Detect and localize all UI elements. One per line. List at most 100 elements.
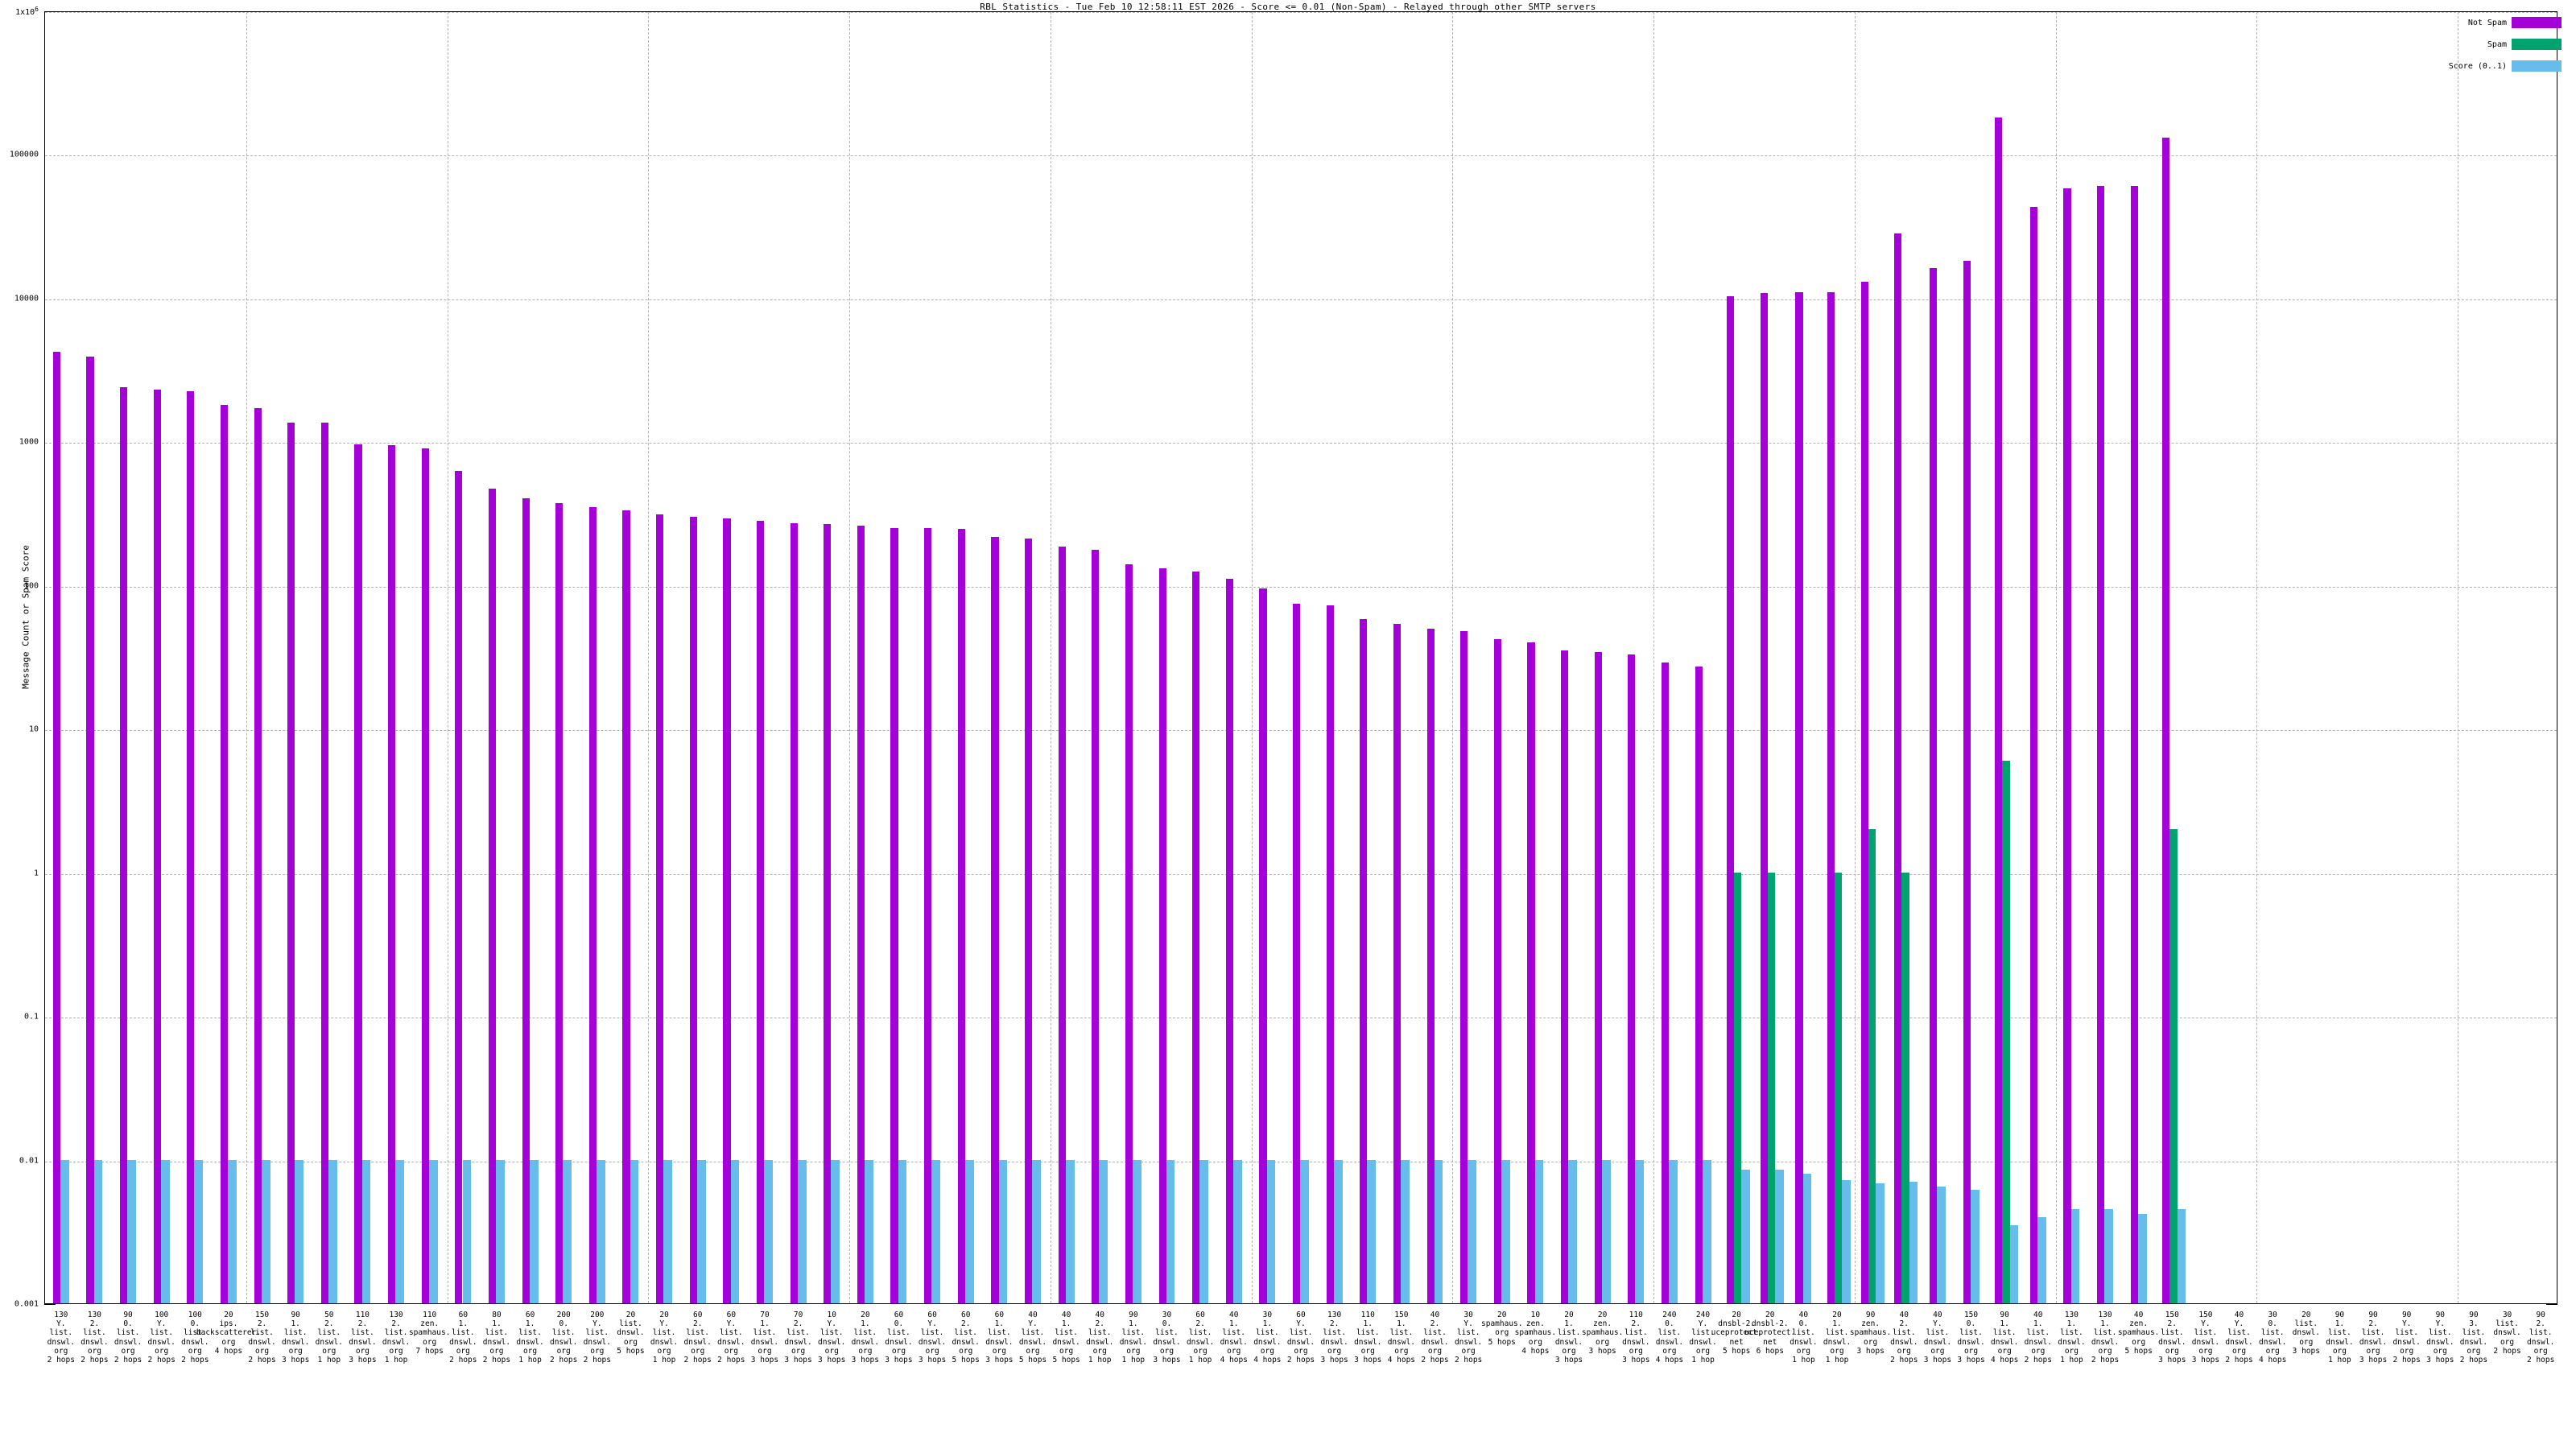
bar-score	[1166, 1159, 1175, 1303]
y-axis-tick	[44, 1304, 56, 1305]
x-axis-tick-label: 20 list. dnswl. org 5 hops	[617, 1311, 645, 1356]
x-axis-tick-label: 90 Y. list. dnswl. org 3 hops	[2426, 1311, 2454, 1365]
bar-not-spam	[1393, 623, 1402, 1303]
bar-score	[1133, 1159, 1141, 1303]
gridline-horizontal	[45, 299, 2557, 300]
bar-not-spam	[1827, 291, 1835, 1303]
bar-score	[1300, 1159, 1309, 1303]
x-axis-tick-label: 150 2. list. dnswl. org 3 hops	[2158, 1311, 2186, 1365]
bar-score	[1937, 1186, 1946, 1303]
bar-score	[1909, 1182, 1918, 1303]
gridline-vertical	[1251, 12, 1253, 1303]
x-axis-tick-label: 20 1. list. dnswl. org 3 hops	[851, 1311, 880, 1365]
x-axis-tick-label: 110 1. list. dnswl. org 3 hops	[1354, 1311, 1382, 1365]
bar-not-spam	[689, 516, 697, 1303]
y-axis-tick-label: 100	[23, 581, 39, 591]
y-axis-tick-label: 10000	[14, 294, 39, 303]
gridline-vertical	[648, 12, 650, 1303]
x-axis-tick-label: 80 1. list. dnswl. org 2 hops	[482, 1311, 511, 1365]
gridline-horizontal	[45, 730, 2557, 732]
bar-not-spam	[1963, 261, 1971, 1303]
bar-not-spam	[2029, 206, 2037, 1303]
bar-not-spam	[924, 528, 932, 1303]
bar-score	[797, 1159, 807, 1303]
bar-score	[1434, 1159, 1443, 1303]
x-axis-tick-label: 20 dnsbl-2. uceprotect. net 6 hops	[1744, 1311, 1796, 1356]
x-axis-tick-label: 30 0. list. dnswl. org 4 hops	[2259, 1311, 2287, 1365]
bar-not-spam	[1929, 268, 1938, 1303]
x-axis-tick-label: 30 list. dnswl. org 2 hops	[2493, 1311, 2521, 1356]
bar-score	[328, 1159, 337, 1303]
bar-score	[1970, 1189, 1979, 1303]
x-axis-tick-label: 40 Y. list. dnswl. org 5 hops	[1018, 1311, 1047, 1365]
legend-label: Score (0..1)	[2448, 61, 2507, 71]
bar-not-spam	[254, 408, 262, 1303]
bar-score	[60, 1159, 69, 1303]
bar-score	[1032, 1159, 1041, 1303]
legend-entry: Not Spam	[2449, 14, 2562, 31]
x-axis-tick-label: 20 list. dnswl. org 3 hops	[2292, 1311, 2320, 1356]
x-axis-tick-label: 110 2. list. dnswl. org 3 hops	[1622, 1311, 1650, 1365]
x-axis-tick-label: 60 Y. list. dnswl. org 2 hops	[1286, 1311, 1315, 1365]
x-axis-tick-label: 20 spamhaus. org 5 hops	[1481, 1311, 1523, 1347]
bar-not-spam	[1695, 667, 1703, 1303]
x-axis-tick-label: 40 0. list. dnswl. org 1 hop	[1790, 1311, 1818, 1365]
x-axis-tick-label: 60 1. list. dnswl. org 2 hops	[449, 1311, 477, 1365]
x-axis-tick-label: 150 1. list. dnswl. org 4 hops	[1387, 1311, 1416, 1365]
x-axis-tick-label: 20 1. list. dnswl. org 1 hop	[1823, 1311, 1852, 1365]
bar-not-spam	[824, 524, 832, 1303]
bar-score	[1534, 1159, 1544, 1303]
x-axis-tick-label: 90 1. list. dnswl. org 3 hops	[282, 1311, 310, 1365]
bar-score	[2037, 1216, 2046, 1303]
x-axis-tick-label: 40 2. list. dnswl. org 2 hops	[1890, 1311, 1918, 1365]
bar-score	[1099, 1159, 1108, 1303]
bar-score	[2137, 1213, 2147, 1303]
x-axis-tick-label: 200 Y. list. dnswl. org 2 hops	[583, 1311, 611, 1365]
gridline-horizontal	[45, 155, 2557, 157]
gridline-horizontal	[45, 873, 2557, 875]
bar-score	[1842, 1180, 1852, 1303]
bar-spam	[1734, 872, 1742, 1303]
bar-score	[1065, 1159, 1075, 1303]
gridline-vertical	[2256, 12, 2258, 1303]
x-axis-tick-label: 60 Y. list. dnswl. org 3 hops	[918, 1311, 947, 1365]
x-axis-tick-label: 60 2. list. dnswl. org 5 hops	[952, 1311, 980, 1365]
x-axis-tick-label: 90 0. list. dnswl. org 2 hops	[114, 1311, 142, 1365]
x-axis-tick-label: 60 0. list. dnswl. org 3 hops	[885, 1311, 913, 1365]
bar-not-spam	[1125, 564, 1133, 1303]
bar-score	[1741, 1170, 1751, 1303]
bar-not-spam	[1360, 619, 1368, 1303]
x-axis-tick-label: 40 1. list. dnswl. org 2 hops	[2024, 1311, 2052, 1365]
bar-not-spam	[723, 518, 731, 1303]
bar-score	[696, 1159, 706, 1303]
bar-not-spam	[1460, 630, 1468, 1303]
y-axis-tick-label: 1000	[19, 437, 39, 447]
bar-not-spam	[488, 488, 497, 1303]
bar-not-spam	[52, 352, 60, 1303]
bar-score	[428, 1159, 438, 1303]
bar-score	[194, 1159, 204, 1303]
x-axis-tick-label: 60 2. list. dnswl. org 1 hop	[1186, 1311, 1215, 1365]
bar-score	[1802, 1173, 1812, 1303]
x-axis-tick-label: 30 Y. list. dnswl. org 2 hops	[1454, 1311, 1483, 1365]
bar-not-spam	[656, 514, 664, 1303]
x-axis-tick-label: 60 Y. list. dnswl. org 2 hops	[717, 1311, 745, 1365]
y-axis-tick-label: 1	[33, 869, 39, 878]
x-axis-tick-label: 40 1. list. dnswl. org 5 hops	[1052, 1311, 1080, 1365]
chart-title: RBL Statistics - Tue Feb 10 12:58:11 EST…	[980, 2, 1596, 12]
y-axis-tick-label: 10	[28, 724, 39, 734]
bar-score	[1635, 1159, 1645, 1303]
legend-entry: Spam	[2449, 36, 2562, 52]
gridline-vertical	[849, 12, 851, 1303]
bar-not-spam	[1561, 650, 1569, 1303]
bar-not-spam	[153, 389, 161, 1303]
bar-not-spam	[2130, 186, 2138, 1303]
bar-score	[1232, 1159, 1242, 1303]
bar-not-spam	[622, 510, 630, 1303]
bar-score	[496, 1159, 505, 1303]
bar-not-spam	[421, 448, 429, 1303]
x-axis-tick-label: 110 zen. spamhaus. org 7 hops	[408, 1311, 451, 1356]
bar-not-spam	[1795, 292, 1803, 1303]
x-axis-tick-label: 20 Y. list. dnswl. org 1 hop	[650, 1311, 679, 1365]
